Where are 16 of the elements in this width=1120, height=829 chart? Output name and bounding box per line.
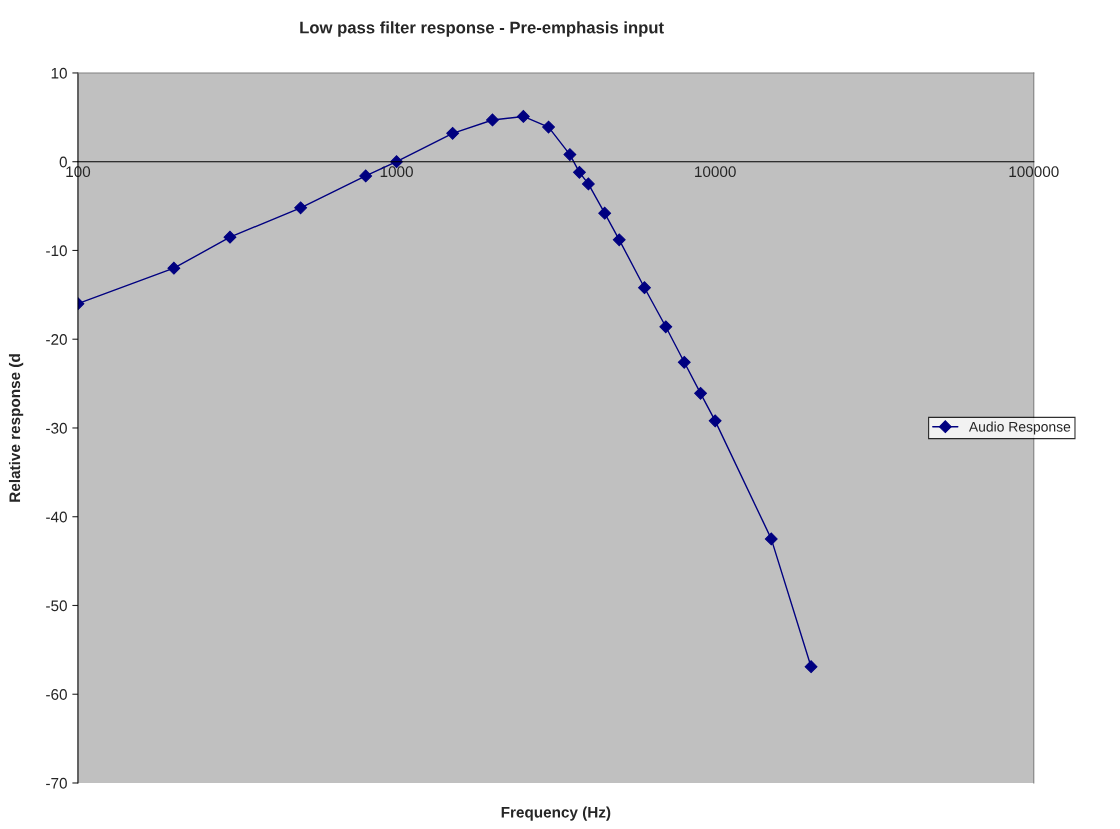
y-tick-label: -30	[46, 422, 67, 434]
y-tick-label: 0	[59, 156, 67, 168]
x-axis-title: Frequency (Hz)	[501, 806, 611, 821]
y-tick-label: -40	[46, 511, 67, 523]
x-tick-label: 100000	[1009, 166, 1059, 178]
y-tick-label: -20	[46, 334, 67, 345]
y-tick-label: -10	[46, 245, 67, 257]
x-tick-label: 10000	[695, 166, 736, 178]
x-tick-label: 1000	[380, 166, 413, 178]
legend-label: Audio Response	[968, 421, 1071, 435]
y-tick-label: -50	[46, 600, 67, 612]
y-axis-title: Relative response (d	[8, 354, 24, 502]
y-tick-label: -70	[46, 777, 67, 789]
y-tick-label: -60	[46, 689, 67, 700]
y-tick-label: 10	[51, 67, 67, 79]
chart-title: Low pass filter response - Pre-emphasis input	[300, 21, 664, 37]
